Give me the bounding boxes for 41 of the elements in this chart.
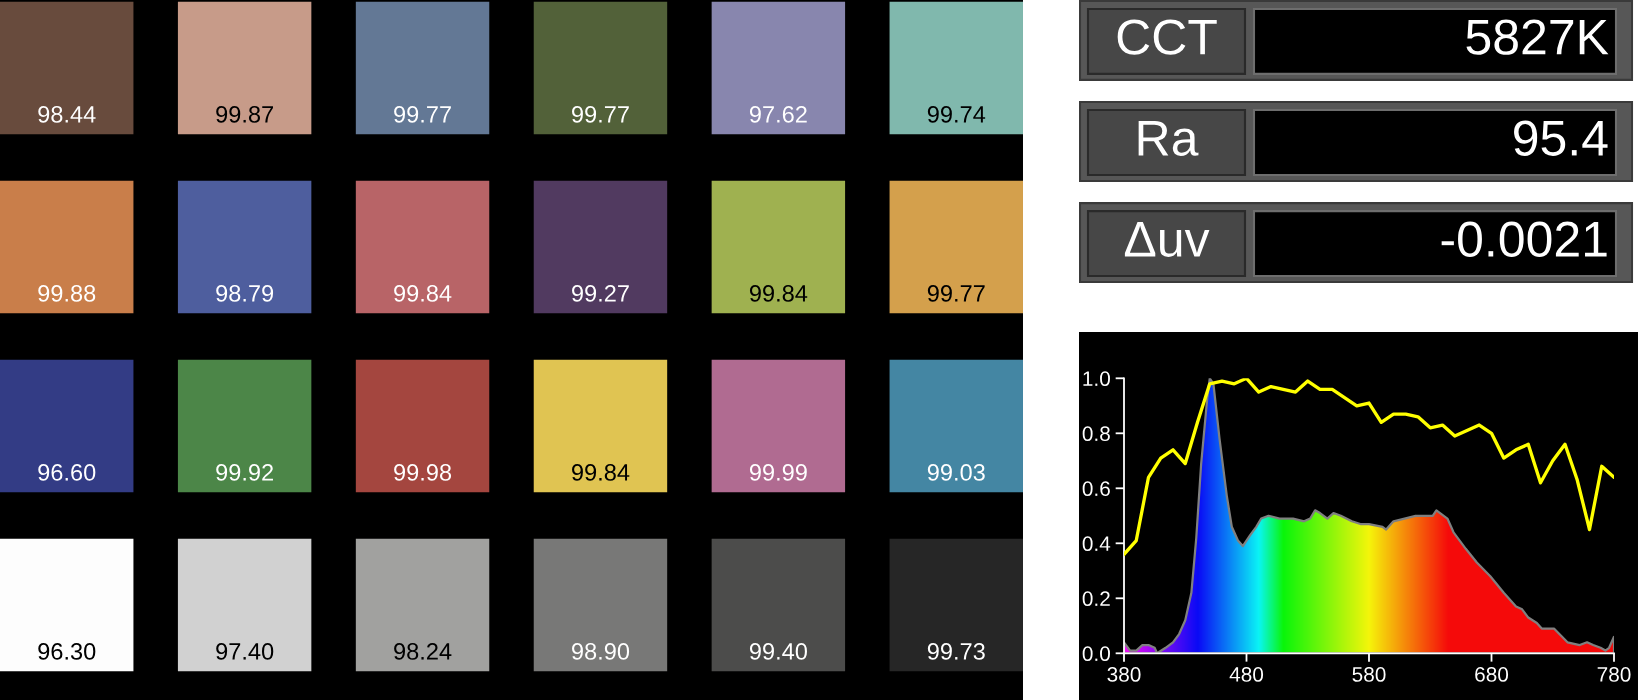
data-label: 97.62 [749, 105, 807, 123]
y-tick-label: 0.4 [1082, 536, 1111, 552]
data-label: 99.84 [572, 464, 630, 481]
data-label: 99.77 [394, 105, 451, 123]
category-label: Ra [1138, 121, 1199, 156]
data-label: 99.84 [394, 285, 452, 302]
y-tick-label: 0.0 [1082, 646, 1110, 662]
y-tick-label: 0.2 [1082, 591, 1110, 607]
data-label: 99.73 [927, 643, 985, 660]
x-tick-label: 480 [1229, 667, 1264, 682]
data-label: 99.77 [572, 105, 629, 123]
text: -0.0021 [1441, 221, 1607, 257]
data-label: 99.77 [927, 285, 985, 302]
data-label: 97.40 [216, 643, 274, 660]
data-label: 99.87 [216, 105, 273, 123]
data-label: 96.30 [38, 643, 96, 660]
data-label: 99.98 [394, 464, 452, 481]
data-label: 99.74 [927, 105, 986, 123]
data-label: 96.60 [38, 464, 96, 481]
x-tick-label: 780 [1597, 667, 1631, 682]
category-label: Δuv [1124, 222, 1210, 257]
data-label: 99.27 [572, 285, 629, 302]
x-tick-label: 380 [1107, 667, 1141, 682]
category-label: CCT [1117, 19, 1217, 55]
data-label: 98.44 [38, 105, 96, 123]
text: 95.4 [1514, 120, 1608, 156]
y-tick-label: 0.6 [1082, 481, 1110, 497]
y-tick-label: 0.8 [1082, 426, 1110, 442]
x-tick-label: 680 [1475, 667, 1509, 682]
data-label: 99.88 [38, 285, 96, 302]
text: 5827K [1466, 19, 1609, 55]
data-label: 99.99 [749, 464, 807, 481]
x-tick-label: 580 [1352, 667, 1386, 682]
data-label: 99.92 [216, 464, 273, 481]
data-label: 98.90 [572, 643, 630, 660]
data-label: 99.03 [927, 464, 985, 481]
data-label: 99.84 [749, 285, 808, 302]
data-label: 98.79 [216, 285, 274, 302]
y-tick-label: 1.0 [1083, 371, 1110, 387]
data-label: 99.40 [749, 643, 807, 660]
data-label: 98.24 [394, 643, 452, 660]
